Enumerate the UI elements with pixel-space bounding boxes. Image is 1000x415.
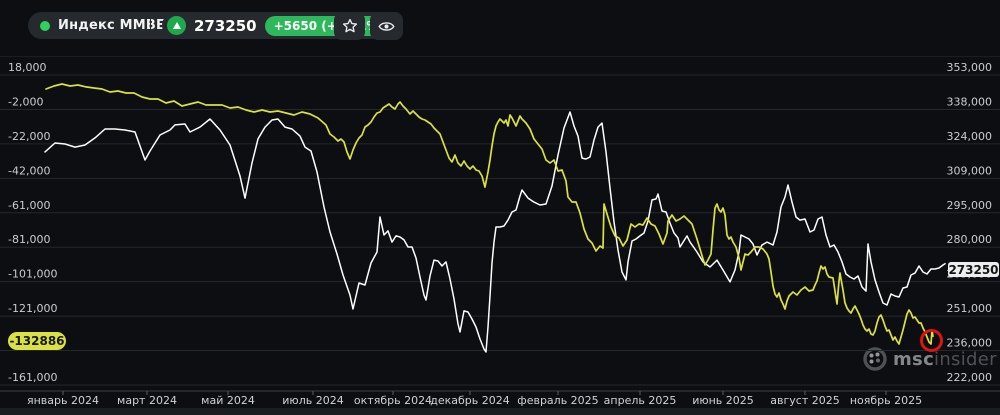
x-axis-label: июнь 2025	[692, 394, 754, 407]
favorite-button[interactable]	[334, 12, 365, 40]
y-axis-label-left: -2,000	[8, 95, 43, 108]
series-line-index-white	[44, 111, 946, 353]
y-axis-label-left: -42,000	[8, 164, 50, 177]
x-axis-label: январь 2024	[27, 394, 99, 407]
watermark: mscinsider	[862, 346, 997, 372]
x-axis-label: октябрь 2024	[354, 394, 432, 407]
x-axis-label: август 2025	[770, 394, 839, 407]
watermark-text: mscinsider	[893, 348, 997, 370]
x-axis-label: июль 2024	[282, 394, 343, 407]
y-axis-label-right: 295,000	[947, 199, 993, 212]
y-axis-label-right: 251,000	[947, 302, 993, 315]
eye-icon	[378, 21, 395, 31]
header-toolbar: Индекс ММВБ 273250 +5650 (+2.11%)	[0, 0, 1000, 57]
y-axis-label-left: -61,000	[8, 199, 50, 212]
y-axis-label-left: -161,000	[8, 371, 57, 384]
header-divider	[150, 17, 151, 35]
series-line-spread-yellow	[45, 83, 934, 345]
y-axis-label-left: -81,000	[8, 233, 50, 246]
y-axis-label-right: 222,000	[947, 371, 993, 384]
y-axis-label-right: 338,000	[947, 95, 993, 108]
y-axis-label-right: 280,000	[947, 233, 993, 246]
x-axis-label: март 2024	[117, 394, 177, 407]
instrument-status-dot	[40, 20, 50, 31]
y-axis-label-left: 18,000	[8, 61, 47, 74]
y-axis-label-left: -22,000	[8, 130, 50, 143]
x-axis-label: декабрь 2024	[430, 394, 510, 407]
x-axis-label: апрель 2025	[604, 394, 677, 407]
visibility-button[interactable]	[370, 12, 403, 40]
white-series-value-badge: 273250	[948, 262, 999, 277]
star-icon	[342, 18, 357, 33]
instrument-name: Индекс ММВБ	[58, 18, 167, 33]
y-axis-label-left: -101,000	[8, 268, 57, 281]
x-axis-label: февраль 2025	[517, 394, 598, 407]
y-axis-label-right: 353,000	[947, 61, 993, 74]
y-axis-label-right: 324,000	[947, 130, 993, 143]
last-price: 273250	[194, 16, 257, 35]
quote-pill: 273250 +5650 (+2.11%)	[162, 12, 401, 39]
trend-up-icon	[167, 16, 186, 35]
x-axis-label: ноябрь 2025	[850, 394, 922, 407]
yellow-series-value-badge: -132886	[8, 332, 66, 350]
footer-band	[0, 408, 1000, 415]
y-axis-label-right: 236,000	[947, 337, 993, 350]
watermark-logo-icon	[863, 347, 887, 371]
x-axis-label: май 2024	[201, 394, 255, 407]
y-axis-label-right: 309,000	[947, 164, 993, 177]
highlight-circle-annotation	[920, 329, 943, 352]
y-axis-label-left: -121,000	[8, 302, 57, 315]
